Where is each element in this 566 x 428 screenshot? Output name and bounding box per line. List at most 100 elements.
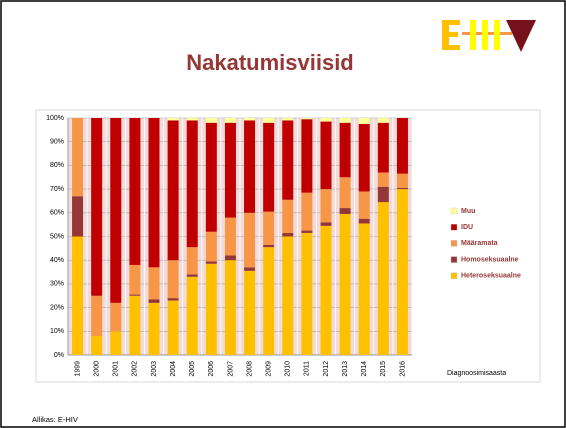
bar-segment [377, 172, 389, 187]
legend-label: Muu [461, 208, 475, 215]
y-tick-label: 90% [50, 139, 64, 146]
bar-segment [339, 213, 351, 355]
y-tick-label: 10% [50, 328, 64, 335]
bar-segment [91, 295, 103, 337]
bar-segment [167, 118, 179, 121]
bar-segment [244, 270, 256, 355]
bar-segment [224, 217, 236, 256]
chart-title: Nakatumisviisid [186, 50, 354, 75]
legend-swatch [450, 224, 458, 231]
legend-label: Määramata [461, 240, 498, 247]
bar-segment [396, 118, 408, 174]
bar-segment [186, 118, 198, 121]
bar-segment [186, 247, 198, 275]
bar-segment [186, 276, 198, 355]
y-tick-label: 70% [50, 186, 64, 193]
y-tick-label: 0% [54, 352, 64, 359]
bar-segment [167, 300, 179, 355]
bar-segment [377, 118, 389, 123]
bar-segment [377, 186, 389, 203]
bar-segment [205, 122, 217, 232]
bar-segment [263, 244, 275, 248]
bar-segment [377, 202, 389, 355]
bar-segment [358, 223, 370, 355]
bar-segment [148, 267, 160, 300]
bar-segment [301, 192, 313, 231]
source: Allikas: E-HIV [32, 415, 78, 424]
x-tick-label: 2005 [189, 361, 196, 377]
bar-segment [110, 302, 122, 332]
x-tick-label: 2011 [304, 361, 311, 376]
bar-segment [263, 118, 275, 123]
bar-segment [186, 120, 198, 248]
x-tick-label: 2000 [94, 361, 101, 377]
bar-segment [396, 189, 408, 355]
bar-segment [358, 118, 370, 124]
bar-segment [396, 187, 408, 190]
legend-swatch [450, 240, 458, 247]
bar-segment [224, 122, 236, 218]
bar-segment [167, 298, 179, 301]
bar-segment [320, 225, 332, 355]
bar-segment [244, 120, 256, 213]
bar-segment [358, 191, 370, 219]
bar-segment [224, 255, 236, 261]
bar-segment [301, 119, 313, 193]
y-tick-label: 20% [50, 304, 64, 311]
x-tick-label: 2002 [132, 361, 139, 377]
legend-swatch [450, 272, 458, 279]
bar-segment [110, 331, 122, 355]
x-tick-label: 2008 [246, 361, 253, 377]
bar-segment [110, 118, 122, 303]
bar-segment [358, 218, 370, 224]
bar-segment [72, 196, 84, 237]
y-tick-label: 50% [50, 233, 64, 240]
bar-segment [72, 236, 84, 355]
bar-segment [339, 118, 351, 123]
bar-segment [186, 274, 198, 277]
bar-segment [167, 260, 179, 299]
x-tick-label: 2003 [151, 361, 158, 377]
bar-segment [129, 295, 141, 355]
bar-segment [167, 120, 179, 261]
bar-segment [358, 123, 370, 192]
bar-segment [301, 118, 313, 120]
x-tick-label: 2015 [380, 361, 387, 377]
bar-segment [263, 122, 275, 212]
bar-segment [320, 222, 332, 226]
legend-swatch [450, 207, 458, 215]
bar-segment [263, 247, 275, 355]
x-tick-label: 2009 [266, 361, 273, 377]
bar-segment [339, 122, 351, 178]
bar-segment [282, 118, 294, 121]
bar-segment [205, 118, 217, 123]
legend-label: Heteroseksuaalne [461, 273, 521, 280]
bar-segment [148, 299, 160, 303]
legend-label: IDU [461, 224, 473, 231]
bar-segment [282, 236, 294, 355]
bar-segment [148, 118, 160, 268]
bar-segment [224, 260, 236, 355]
bar-segment [377, 122, 389, 173]
y-tick-label: 100% [46, 115, 64, 122]
bar-segment [396, 173, 408, 188]
y-tick-label: 40% [50, 257, 64, 264]
bar-segment [129, 264, 141, 295]
x-tick-label: 1999 [74, 361, 81, 377]
bar-segment [320, 189, 332, 223]
x-tick-label: 2010 [285, 361, 292, 377]
y-tick-label: 30% [50, 281, 64, 288]
x-tick-label: 2007 [227, 361, 234, 377]
bar-segment [244, 212, 256, 268]
bar-segment [339, 177, 351, 209]
bar-segment [282, 199, 294, 233]
bar-segment [244, 118, 256, 121]
bar-segment [263, 211, 275, 245]
x-tick-label: 2012 [323, 361, 330, 377]
y-tick-label: 60% [50, 210, 64, 217]
bar-segment [205, 231, 217, 262]
bar-segment [129, 294, 141, 296]
bar-segment [301, 232, 313, 355]
bar-segment [301, 230, 313, 233]
x-tick-label: 2004 [170, 361, 177, 377]
